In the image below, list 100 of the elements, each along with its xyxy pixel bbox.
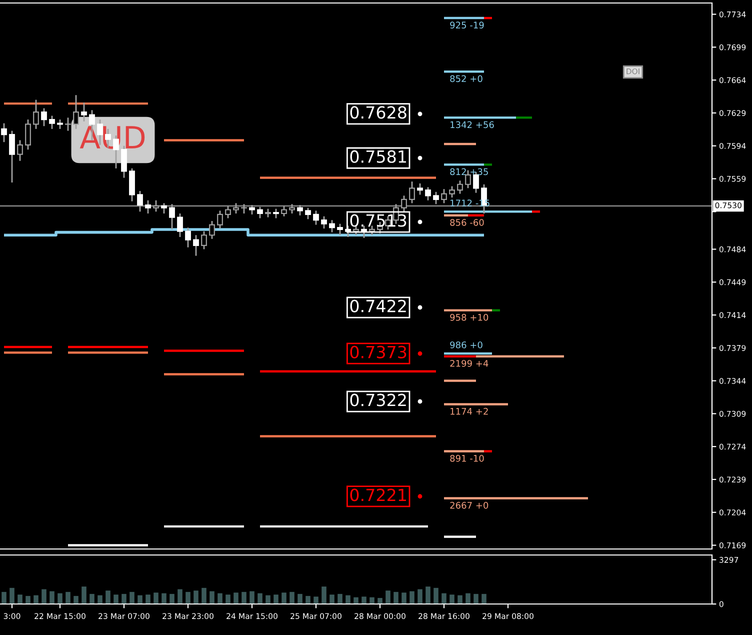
bar	[434, 588, 438, 604]
candlestick	[73, 94, 79, 130]
candlestick	[177, 212, 183, 238]
candlestick	[41, 108, 47, 127]
data-label: 0.7581	[350, 150, 406, 163]
bar	[106, 590, 110, 604]
bar	[314, 596, 318, 604]
bar	[258, 593, 262, 604]
candlestick	[57, 118, 63, 130]
bar	[18, 594, 22, 604]
bar	[394, 592, 398, 604]
annotation: 2667 +0	[450, 502, 488, 509]
bar	[186, 592, 190, 604]
bar	[2, 592, 6, 604]
bar	[370, 597, 374, 604]
bar	[154, 592, 158, 604]
data-label: 0.7373	[350, 346, 406, 358]
bar	[354, 597, 358, 604]
bar	[450, 594, 454, 604]
bar	[266, 595, 270, 604]
candlestick	[297, 204, 303, 216]
bar	[346, 595, 350, 604]
candlestick	[161, 202, 167, 214]
candlestick	[273, 208, 279, 219]
bar	[98, 595, 102, 604]
candlestick	[33, 99, 39, 130]
bar	[114, 594, 118, 604]
bar	[146, 594, 150, 604]
bar	[298, 594, 302, 604]
annotation: 852 +0	[450, 75, 482, 82]
bar	[210, 591, 214, 604]
bar	[290, 592, 294, 604]
bar	[466, 593, 470, 604]
data-label: 0.7322	[350, 394, 406, 406]
candlestick	[233, 202, 239, 214]
candlestick	[241, 203, 247, 214]
data-label: 0.7628	[350, 106, 406, 119]
bar	[34, 595, 38, 604]
bar	[418, 589, 422, 604]
bar	[218, 593, 222, 604]
candlestick	[417, 182, 423, 196]
candlestick	[81, 102, 87, 122]
candlestick	[137, 190, 143, 212]
bar	[458, 595, 462, 604]
annotation: 856 -60	[450, 219, 484, 226]
candlestick	[465, 170, 471, 189]
bar	[330, 594, 334, 604]
bar	[226, 594, 230, 604]
candlestick	[249, 204, 255, 216]
bar	[242, 592, 246, 604]
candlestick	[257, 206, 263, 219]
bar	[234, 592, 238, 604]
candlestick	[313, 210, 319, 226]
bar	[26, 596, 30, 604]
candlestick	[153, 200, 159, 212]
candlestick	[169, 203, 175, 230]
bar	[474, 594, 478, 604]
candlestick	[457, 180, 463, 194]
candlestick	[281, 205, 287, 218]
bar	[482, 594, 486, 604]
candlestick	[9, 130, 15, 184]
candlestick	[409, 180, 415, 204]
candlestick	[129, 168, 135, 202]
bar	[250, 591, 254, 604]
bar	[338, 594, 342, 604]
candlestick	[401, 194, 407, 212]
annotation: 925 -19	[450, 22, 484, 28]
candlestick	[289, 203, 295, 214]
annotation: 1174 +2	[450, 408, 488, 415]
candlestick	[425, 186, 431, 202]
bar	[386, 590, 390, 604]
candlestick	[449, 186, 455, 198]
candlestick	[145, 200, 151, 214]
bar	[74, 596, 78, 604]
annotation: 958 +10	[450, 314, 488, 321]
annotation: 812 +35	[450, 168, 488, 176]
candlestick	[65, 116, 71, 132]
annotation: 986 +0	[450, 341, 482, 348]
bar	[170, 594, 174, 604]
bar	[442, 593, 446, 604]
annotation: 891 -10	[450, 454, 484, 462]
bar	[306, 596, 310, 604]
bar	[66, 592, 70, 604]
bar	[90, 594, 94, 604]
data-label: 0.7422	[350, 300, 406, 312]
candlestick	[337, 223, 343, 236]
bar	[378, 598, 382, 604]
candlestick	[209, 220, 215, 240]
bar	[162, 593, 166, 604]
bar	[138, 595, 142, 604]
candlestick	[1, 122, 7, 143]
bar	[10, 588, 14, 604]
bar	[178, 589, 182, 604]
bar	[58, 593, 62, 604]
bar	[50, 591, 54, 604]
bar	[202, 588, 206, 604]
candlestick	[193, 234, 199, 256]
bar	[282, 592, 286, 604]
candlestick	[17, 140, 23, 162]
candlestick	[329, 219, 335, 233]
